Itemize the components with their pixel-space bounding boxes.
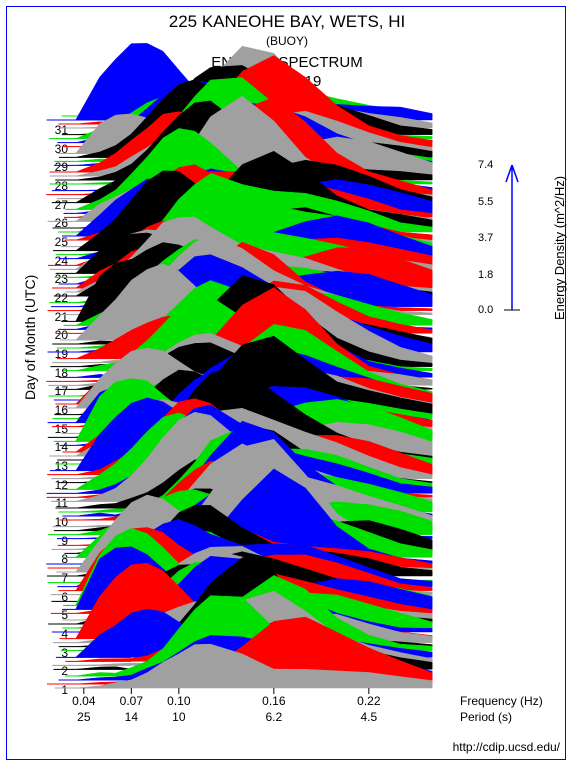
footer-url: http://cdip.ucsd.edu/ [453,740,560,754]
ridgeline-plot [68,110,448,690]
energy-density-scale: 0.0 1.8 3.7 5.5 7.4 [478,160,558,320]
energy-density-tick: 5.5 [478,196,493,208]
y-tick: 1 [48,683,68,697]
energy-density-tick: 0.0 [478,304,493,316]
x-tick-period: 4.5 [360,710,377,724]
y-axis-label: Day of Month (UTC) [22,275,38,400]
x-tick-period: 10 [172,710,185,724]
x-axis-label-freq: Frequency (Hz) [460,694,543,708]
energy-density-tick: 3.7 [478,232,493,244]
x-tick-period: 25 [77,710,90,724]
x-tick-freq: 0.16 [262,694,285,708]
x-tick-freq: 0.22 [357,694,380,708]
y-tick: 27 [48,198,68,212]
x-axis-label-period: Period (s) [460,710,512,724]
x-tick-freq: 0.04 [72,694,95,708]
x-tick-freq: 0.07 [120,694,143,708]
title-station: 225 KANEOHE BAY, WETS, HI [0,12,574,32]
energy-density-tick: 7.4 [478,159,493,171]
x-tick-freq: 0.10 [167,694,190,708]
y-tick: 2 [48,664,68,678]
x-tick-period: 6.2 [265,710,282,724]
title-buoy: (BUOY) [0,34,574,48]
energy-density-tick: 1.8 [478,269,493,281]
energy-density-label: Energy Density (m^2/Hz) [552,176,567,320]
x-tick-period: 14 [125,710,138,724]
